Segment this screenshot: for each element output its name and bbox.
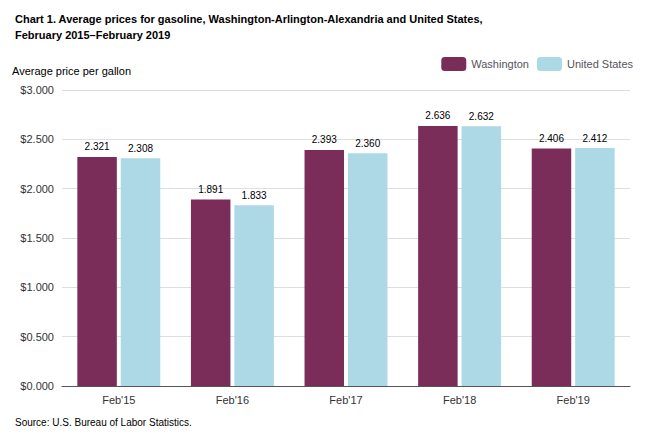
svg-text:2.360: 2.360 [355,138,380,149]
svg-text:2.636: 2.636 [425,110,450,121]
svg-text:2.406: 2.406 [539,133,564,144]
svg-text:$2.500: $2.500 [20,133,54,145]
svg-text:Average price per gallon: Average price per gallon [12,65,131,77]
svg-text:Feb'17: Feb'17 [329,394,362,406]
svg-text:2.412: 2.412 [582,133,607,144]
svg-text:2.632: 2.632 [469,111,494,122]
svg-text:2.308: 2.308 [128,143,153,154]
svg-text:$1.500: $1.500 [20,232,54,244]
svg-text:Washington: Washington [471,58,529,70]
svg-text:$0.500: $0.500 [20,331,54,343]
svg-text:$1.000: $1.000 [20,281,54,293]
svg-text:Chart 1. Average prices for ga: Chart 1. Average prices for gasoline, Wa… [15,13,483,25]
svg-text:1.891: 1.891 [198,184,223,195]
svg-text:Feb'18: Feb'18 [443,394,476,406]
svg-text:$0.000: $0.000 [20,380,54,392]
svg-text:Feb'19: Feb'19 [557,394,590,406]
svg-text:Feb'16: Feb'16 [216,394,249,406]
svg-text:Source: U.S. Bureau of Labor S: Source: U.S. Bureau of Labor Statistics. [15,417,192,428]
svg-text:Feb'15: Feb'15 [102,394,135,406]
svg-text:$3.000: $3.000 [20,84,54,96]
svg-text:United States: United States [567,58,634,70]
svg-text:$2.000: $2.000 [20,183,54,195]
svg-text:2.321: 2.321 [85,141,110,152]
svg-text:2.393: 2.393 [312,134,337,145]
svg-text:1.833: 1.833 [242,190,267,201]
svg-text:February 2015–February 2019: February 2015–February 2019 [15,29,170,41]
